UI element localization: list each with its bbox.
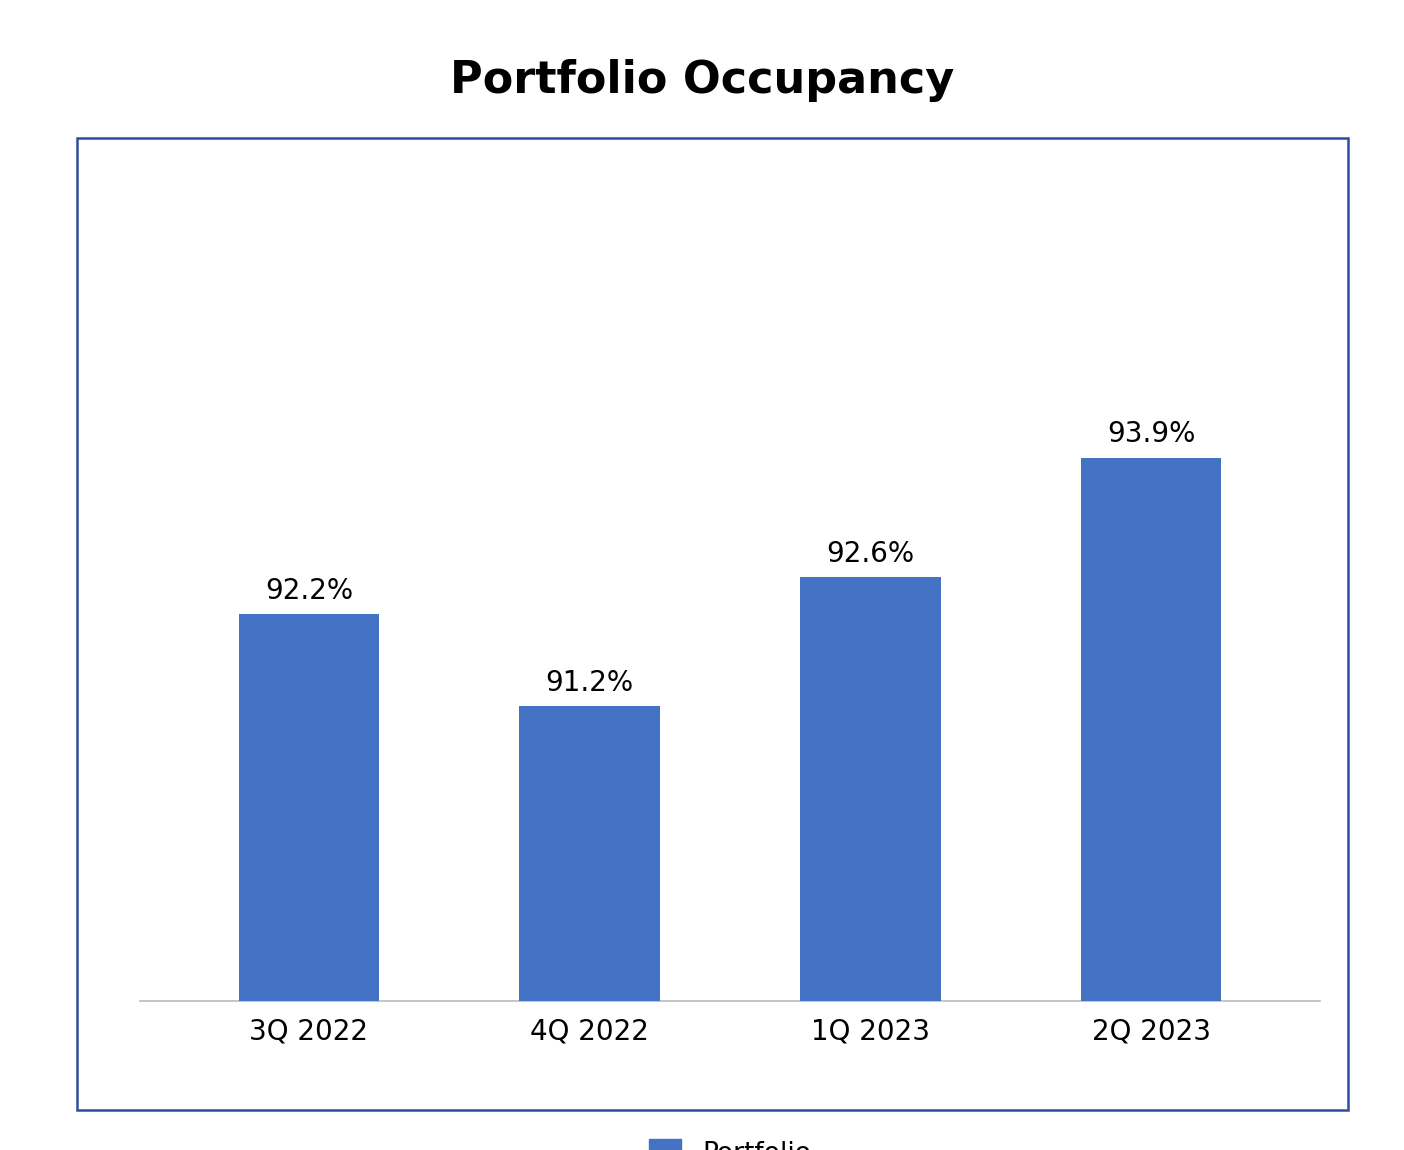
Legend: Portfolio: Portfolio [649,1138,812,1150]
Text: 93.9%: 93.9% [1108,421,1195,448]
Bar [1081,458,1221,1150]
Bar [239,614,379,1150]
Bar [519,706,660,1150]
Text: 91.2%: 91.2% [546,669,633,697]
Text: Portfolio Occupancy: Portfolio Occupancy [449,59,955,102]
Text: 92.6%: 92.6% [827,540,914,568]
Bar [800,577,941,1150]
Text: 92.2%: 92.2% [265,577,352,605]
